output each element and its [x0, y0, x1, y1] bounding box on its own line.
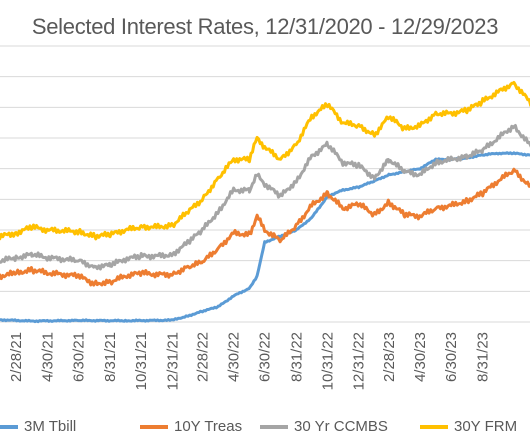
legend-item-1: 10Y Treas [140, 418, 242, 435]
legend: 3M Tbill 10Y Treas 30 Yr CCMBS 30Y FRM [0, 412, 530, 443]
legend-item-2: 30 Yr CCMBS [260, 418, 388, 435]
x-tick-label-8: 6/30/22 [257, 332, 274, 382]
x-axis-tick-labels: 2/28/21 4/30/21 6/30/21 8/31/21 10/31/21 12/3… [8, 332, 492, 390]
legend-label-0: 3M Tbill [24, 418, 77, 435]
x-tick-label-0: 2/28/21 [8, 332, 25, 382]
chart-title: Selected Interest Rates, 12/31/2020 - 12… [31, 14, 499, 39]
x-tick-label-7: 4/30/22 [226, 332, 243, 382]
x-tick-label-13: 4/30/23 [412, 332, 429, 382]
series-lines [0, 80, 530, 324]
x-tick-label-10: 10/31/22 [320, 332, 337, 390]
x-tick-label-9: 8/31/22 [288, 332, 305, 382]
x-tick-label-3: 8/31/21 [102, 332, 119, 382]
legend-label-2: 30 Yr CCMBS [294, 418, 388, 435]
series-line-3 [0, 80, 530, 241]
legend-label-3: 30Y FRM [454, 418, 518, 435]
legend-swatch-1 [140, 424, 168, 429]
x-tick-label-4: 10/31/21 [133, 332, 150, 390]
x-tick-label-11: 12/31/22 [351, 332, 368, 390]
x-tick-label-5: 12/31/21 [164, 332, 181, 390]
legend-item-3: 30Y FRM [420, 418, 517, 435]
legend-swatch-2 [260, 424, 288, 429]
series-line-0 [0, 151, 530, 324]
x-tick-label-14: 6/30/23 [443, 332, 460, 382]
gridlines [0, 45, 530, 323]
x-tick-label-15: 8/31/23 [475, 332, 492, 382]
series-line-1 [0, 167, 530, 287]
line-chart: 2/28/21 4/30/21 6/30/21 8/31/21 10/31/21 12/3… [0, 45, 530, 390]
x-tick-label-12: 2/28/23 [381, 332, 398, 382]
legend-swatch-0 [0, 424, 18, 429]
legend-item-0: 3M Tbill [0, 418, 76, 435]
x-tick-label-6: 2/28/22 [195, 332, 212, 382]
legend-swatch-3 [420, 424, 448, 429]
series-line-2 [0, 124, 530, 271]
x-tick-label-1: 4/30/21 [39, 332, 56, 382]
x-tick-label-2: 6/30/21 [70, 332, 87, 382]
legend-label-1: 10Y Treas [174, 418, 243, 435]
